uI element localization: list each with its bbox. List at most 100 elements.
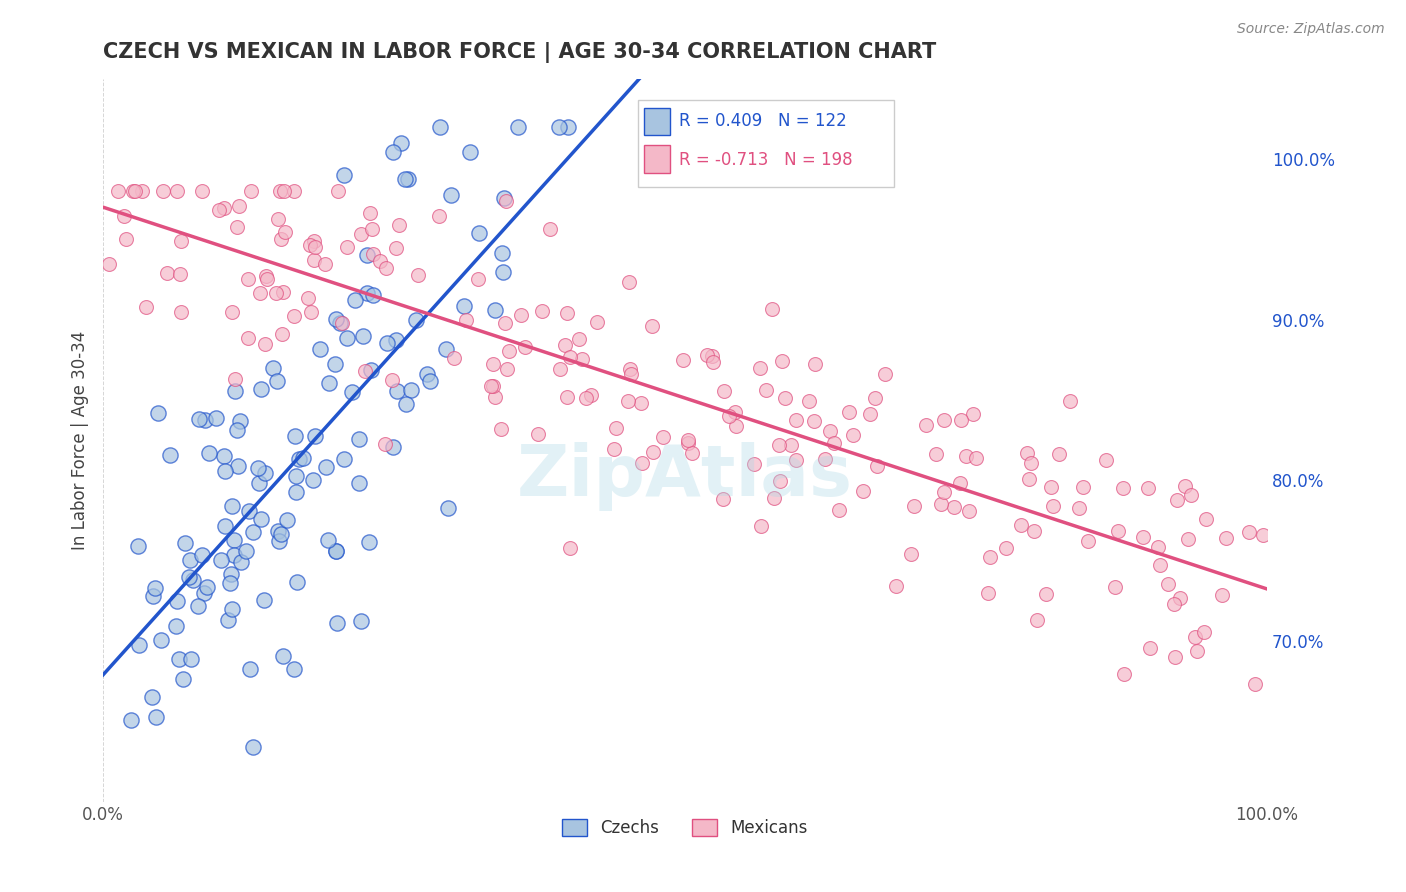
Czechs (235, 543, 257, 558)
Czechs (394, 172, 416, 186)
Czechs (145, 581, 167, 595)
Mexicans (865, 391, 887, 405)
Czechs (344, 293, 367, 308)
Mexicans (1166, 493, 1188, 508)
Czechs (389, 136, 412, 150)
Mexicans (1147, 540, 1170, 554)
Mexicans (112, 209, 135, 223)
Mexicans (221, 305, 243, 319)
Mexicans (1177, 533, 1199, 547)
Mexicans (681, 446, 703, 460)
Czechs (349, 476, 371, 491)
Czechs (288, 451, 311, 466)
Mexicans (97, 257, 120, 271)
Czechs (198, 446, 221, 460)
Mexicans (538, 222, 561, 236)
Mexicans (803, 414, 825, 428)
Czechs (304, 429, 326, 443)
Czechs (284, 484, 307, 499)
Mexicans (814, 452, 837, 467)
Czechs (169, 652, 191, 666)
Czechs (180, 652, 202, 666)
Mexicans (1104, 580, 1126, 594)
Mexicans (915, 417, 938, 432)
Mexicans (124, 184, 146, 198)
Mexicans (208, 203, 231, 218)
Czechs (142, 589, 165, 603)
Czechs (209, 552, 232, 566)
Czechs (336, 331, 359, 345)
Czechs (429, 120, 451, 134)
Czechs (128, 638, 150, 652)
Czechs (149, 632, 172, 647)
Mexicans (381, 373, 404, 387)
Mexicans (652, 430, 675, 444)
Mexicans (1026, 613, 1049, 627)
Czechs (267, 534, 290, 549)
Mexicans (1184, 631, 1206, 645)
Mexicans (768, 438, 790, 452)
Mexicans (1194, 512, 1216, 526)
Mexicans (1211, 588, 1233, 602)
Mexicans (852, 483, 875, 498)
Mexicans (1251, 528, 1274, 542)
Czechs (382, 440, 405, 454)
Mexicans (1157, 576, 1180, 591)
Mexicans (749, 519, 772, 533)
Mexicans (1180, 488, 1202, 502)
Mexicans (1042, 499, 1064, 513)
Mexicans (568, 332, 591, 346)
Czechs (165, 619, 187, 633)
Mexicans (554, 337, 576, 351)
Mexicans (135, 300, 157, 314)
Czechs (229, 555, 252, 569)
Mexicans (873, 367, 896, 381)
Mexicans (240, 184, 263, 198)
Czechs (641, 146, 664, 161)
Mexicans (1239, 524, 1261, 539)
Czechs (329, 316, 352, 330)
Mexicans (509, 308, 531, 322)
Czechs (453, 299, 475, 313)
Mexicans (630, 396, 652, 410)
Mexicans (585, 315, 607, 329)
Mexicans (274, 225, 297, 239)
Mexicans (676, 435, 699, 450)
Mexicans (749, 360, 772, 375)
Czechs (377, 336, 399, 351)
Mexicans (482, 379, 505, 393)
Mexicans (1164, 650, 1187, 665)
Mexicans (330, 316, 353, 330)
Czechs (218, 575, 240, 590)
Czechs (222, 549, 245, 563)
Mexicans (489, 422, 512, 436)
Mexicans (717, 409, 740, 423)
Mexicans (1132, 530, 1154, 544)
Czechs (287, 575, 309, 590)
Czechs (145, 709, 167, 723)
Mexicans (1018, 472, 1040, 486)
Mexicans (304, 234, 326, 248)
Mexicans (713, 384, 735, 399)
Czechs (179, 553, 201, 567)
Mexicans (495, 194, 517, 209)
Czechs (252, 592, 274, 607)
Mexicans (1095, 453, 1118, 467)
Mexicans (121, 184, 143, 198)
Mexicans (107, 184, 129, 198)
Text: ZipAtlas: ZipAtlas (517, 442, 853, 511)
Mexicans (617, 394, 640, 409)
Mexicans (1059, 394, 1081, 409)
Mexicans (264, 285, 287, 300)
Czechs (405, 313, 427, 327)
Mexicans (620, 367, 643, 381)
Mexicans (115, 232, 138, 246)
Czechs (250, 512, 273, 526)
Mexicans (131, 184, 153, 198)
Czechs (318, 533, 340, 547)
Mexicans (482, 357, 505, 371)
Mexicans (225, 219, 247, 234)
Czechs (273, 649, 295, 664)
Mexicans (353, 364, 375, 378)
Czechs (226, 423, 249, 437)
